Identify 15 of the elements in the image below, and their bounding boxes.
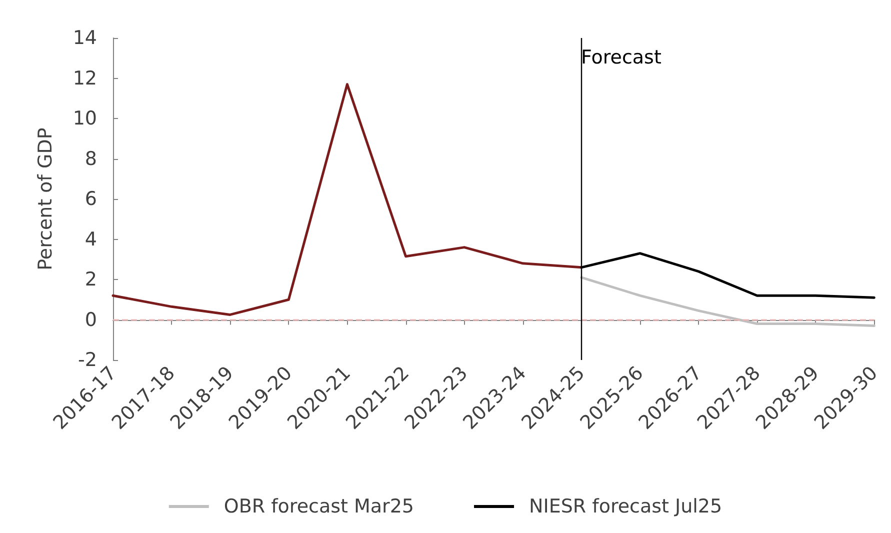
legend-label: OBR forecast Mar25 bbox=[224, 496, 414, 518]
y-tick-label: 0 bbox=[84, 308, 97, 331]
line-series bbox=[580, 276, 876, 328]
legend-label: NIESR forecast Jul25 bbox=[529, 496, 722, 518]
y-axis-title: Percent of GDP bbox=[34, 128, 56, 270]
y-tick-label: -2 bbox=[78, 349, 97, 371]
y-tick-label: 10 bbox=[72, 108, 97, 130]
y-tick-label: 4 bbox=[84, 228, 97, 250]
y-tick-label: 6 bbox=[84, 188, 97, 210]
y-tick-label: 8 bbox=[84, 148, 97, 170]
y-tick-label: 2 bbox=[84, 268, 97, 290]
line-series bbox=[112, 83, 583, 316]
y-tick-label: 14 bbox=[72, 27, 97, 49]
ref-line-label: Forecast bbox=[581, 46, 662, 68]
y-tick-label: 12 bbox=[72, 67, 97, 90]
